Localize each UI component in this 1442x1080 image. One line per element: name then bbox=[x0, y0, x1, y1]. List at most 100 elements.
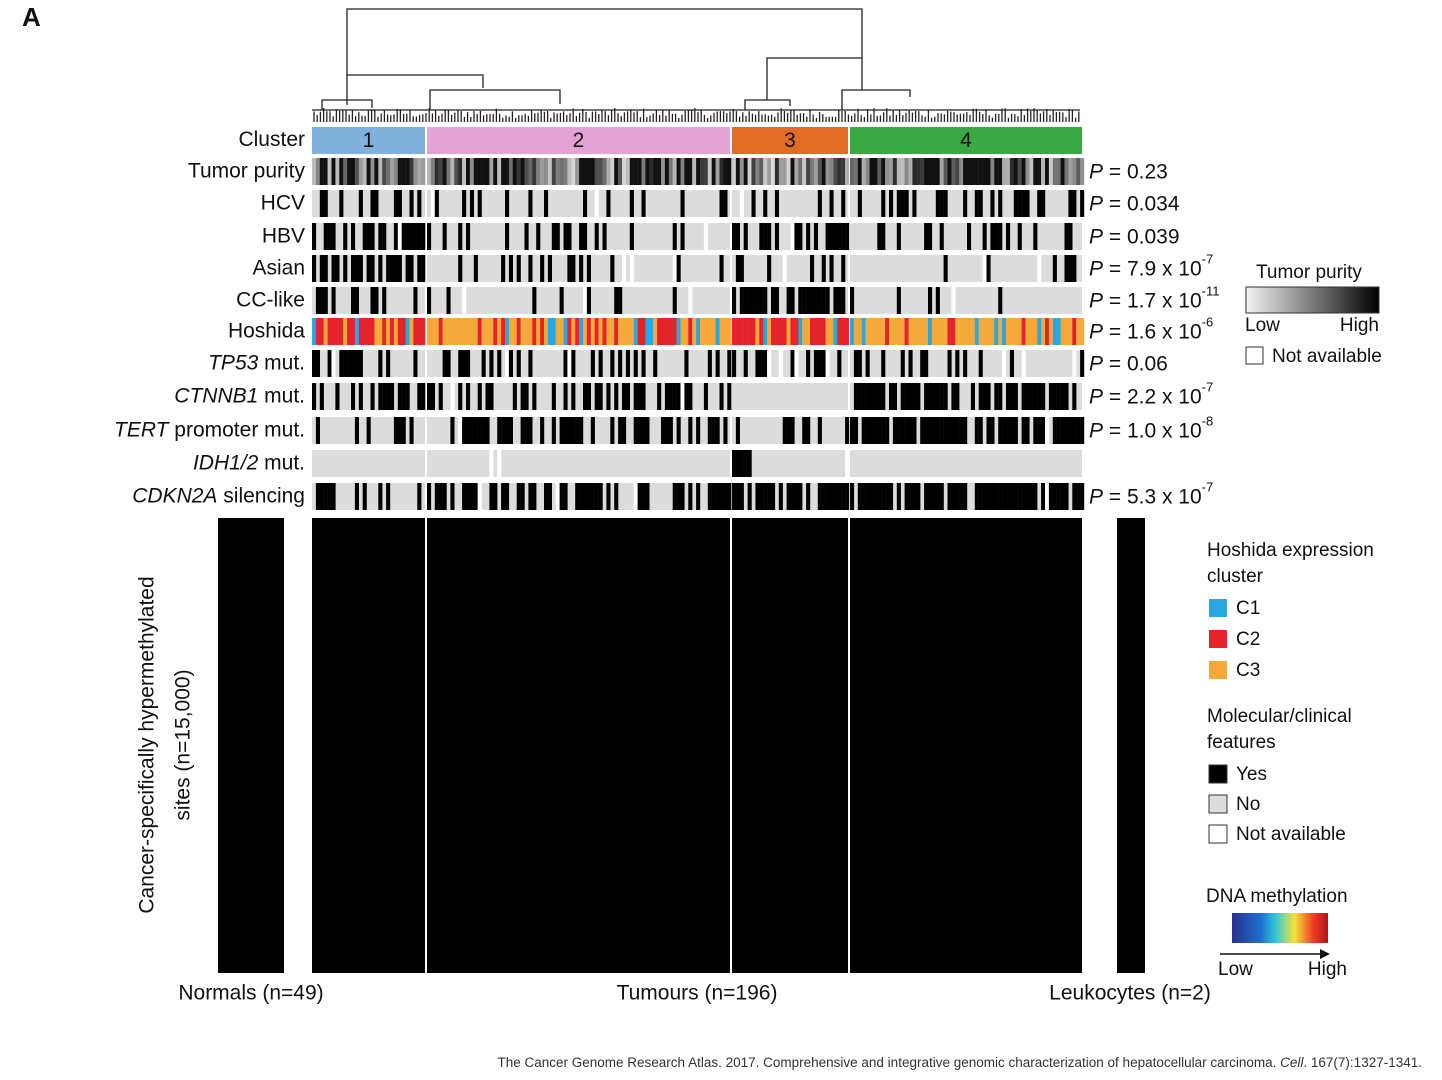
heatmap-cell bbox=[577, 567, 583, 574]
heatmap-cell bbox=[505, 700, 511, 707]
track-cell bbox=[598, 350, 603, 377]
heatmap-cell bbox=[547, 812, 553, 819]
heatmap-cell bbox=[318, 672, 324, 679]
track-cell bbox=[774, 158, 779, 185]
heatmap-cell bbox=[402, 581, 408, 588]
track-cell bbox=[1056, 383, 1061, 410]
track-cell bbox=[409, 223, 414, 250]
heatmap-cell bbox=[378, 889, 384, 896]
heatmap-cell bbox=[342, 875, 348, 882]
heatmap-cell bbox=[378, 777, 384, 784]
track-cell bbox=[939, 417, 944, 444]
heatmap-cell bbox=[384, 616, 390, 623]
heatmap-cell bbox=[589, 784, 595, 791]
heatmap-cell bbox=[589, 770, 595, 777]
heatmap-cell bbox=[384, 910, 390, 917]
heatmap-cell bbox=[565, 721, 571, 728]
heatmap-cell bbox=[607, 924, 613, 931]
heatmap-cell bbox=[457, 665, 463, 672]
track-cell bbox=[664, 318, 669, 345]
track-cell bbox=[427, 287, 432, 314]
heatmap-cell bbox=[613, 938, 619, 945]
heatmap-cell bbox=[390, 630, 396, 637]
heatmap-cell bbox=[637, 833, 643, 840]
heatmap-cell bbox=[433, 959, 439, 966]
track-cell bbox=[1041, 158, 1046, 185]
heatmap-cell bbox=[601, 903, 607, 910]
heatmap-cell bbox=[324, 539, 330, 546]
heatmap-cell bbox=[457, 826, 463, 833]
heatmap-cell bbox=[475, 588, 481, 595]
heatmap-cell bbox=[571, 658, 577, 665]
heatmap-cell bbox=[571, 798, 577, 805]
heatmap-cell bbox=[595, 959, 601, 966]
heatmap-cell bbox=[318, 924, 324, 931]
heatmap-cell bbox=[481, 616, 487, 623]
track-cell bbox=[896, 417, 901, 444]
heatmap-cell bbox=[372, 686, 378, 693]
track-cell bbox=[524, 158, 529, 185]
heatmap-cell bbox=[553, 700, 559, 707]
heatmap-cell bbox=[433, 889, 439, 896]
heatmap-cell bbox=[402, 644, 408, 651]
heatmap-cell bbox=[541, 966, 547, 973]
heatmap-cell bbox=[559, 665, 565, 672]
heatmap-cell bbox=[420, 784, 425, 791]
heatmap-cell bbox=[342, 595, 348, 602]
heatmap-cell bbox=[433, 539, 439, 546]
heatmap-cell bbox=[589, 889, 595, 896]
heatmap-cell bbox=[318, 595, 324, 602]
track-cell bbox=[978, 158, 983, 185]
heatmap-cell bbox=[565, 609, 571, 616]
heatmap-cell bbox=[505, 602, 511, 609]
heatmap-cell bbox=[336, 728, 342, 735]
heatmap-cell bbox=[342, 679, 348, 686]
heatmap-cell bbox=[541, 931, 547, 938]
heatmap-cell bbox=[517, 777, 523, 784]
track-cell bbox=[974, 417, 979, 444]
heatmap-cell bbox=[427, 728, 433, 735]
heatmap-cell bbox=[372, 917, 378, 924]
heatmap-cell bbox=[439, 959, 445, 966]
heatmap-cell bbox=[420, 546, 425, 553]
heatmap-cell bbox=[487, 686, 493, 693]
heatmap-cell bbox=[619, 777, 625, 784]
track-cell bbox=[622, 255, 627, 282]
heatmap-cell bbox=[607, 763, 613, 770]
dendrogram-link bbox=[429, 89, 561, 110]
heatmap-cell bbox=[589, 945, 595, 952]
heatmap-cell bbox=[408, 742, 414, 749]
heatmap-cell bbox=[324, 882, 330, 889]
heatmap-cell bbox=[535, 700, 541, 707]
heatmap-cell bbox=[583, 616, 589, 623]
heatmap-cell bbox=[559, 924, 565, 931]
heatmap-cell bbox=[631, 805, 637, 812]
heatmap-cell bbox=[366, 798, 372, 805]
track-cell bbox=[497, 417, 502, 444]
heatmap-cell bbox=[342, 959, 348, 966]
heatmap-cell bbox=[505, 616, 511, 623]
heatmap-cell bbox=[481, 770, 487, 777]
heatmap-cell bbox=[499, 959, 505, 966]
track-cell bbox=[904, 190, 909, 217]
track-cell bbox=[645, 158, 650, 185]
heatmap-cell bbox=[439, 651, 445, 658]
heatmap-cell bbox=[619, 875, 625, 882]
heatmap-cell bbox=[505, 574, 511, 581]
heatmap-cell bbox=[463, 686, 469, 693]
heatmap-cell bbox=[318, 812, 324, 819]
heatmap-cell bbox=[559, 581, 565, 588]
track-cell bbox=[446, 318, 451, 345]
track-cell bbox=[563, 483, 568, 510]
track-cell bbox=[759, 158, 764, 185]
track-cell bbox=[1045, 483, 1050, 510]
heatmap-cell bbox=[487, 672, 493, 679]
heatmap-cell bbox=[493, 917, 499, 924]
heatmap-cell bbox=[451, 602, 457, 609]
heatmap-cell bbox=[553, 574, 559, 581]
heatmap-cell bbox=[601, 805, 607, 812]
track-cell bbox=[959, 417, 964, 444]
heatmap-cell bbox=[511, 721, 517, 728]
heatmap-cell bbox=[408, 826, 414, 833]
row-label: HCV bbox=[261, 191, 305, 214]
